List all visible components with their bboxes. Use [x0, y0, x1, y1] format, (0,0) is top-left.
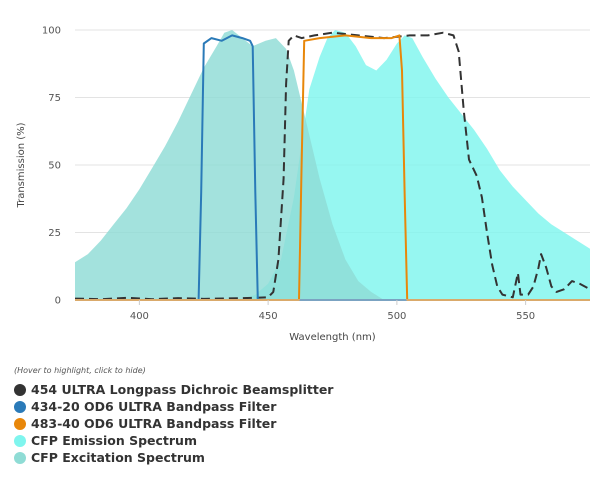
legend: (Hover to highlight, click to hide) 454 …	[14, 366, 333, 466]
legend-items: 454 ULTRA Longpass Dichroic Beamsplitter…	[14, 381, 333, 466]
y-tick-label: 0	[55, 296, 61, 307]
x-tick-label: 450	[259, 311, 278, 322]
legend-swatch	[14, 400, 26, 413]
x-tick-label: 550	[516, 311, 535, 322]
legend-swatch	[14, 383, 26, 396]
legend-item-454-ultra-longpass-dichroic-beamsplitter[interactable]: 454 ULTRA Longpass Dichroic Beamsplitter	[14, 381, 333, 398]
line-434-20-od6-ultra-bandpass-filter[interactable]	[75, 34, 590, 301]
line-483-40-od6-ultra-bandpass-filter[interactable]	[75, 34, 590, 301]
line-series-layer	[74, 31, 591, 301]
y-tick-label: 50	[48, 161, 61, 172]
legend-item-cfp-excitation-spectrum[interactable]: CFP Excitation Spectrum	[14, 449, 333, 466]
legend-swatch	[14, 417, 26, 430]
y-tick-labels: 0 25 50 75 100	[42, 26, 61, 307]
legend-item-483-40-od6-ultra-bandpass-filter[interactable]: 483-40 OD6 ULTRA Bandpass Filter	[14, 415, 333, 432]
line-454-ultra-longpass-dichroic-beamsplitter[interactable]	[74, 31, 591, 301]
y-tick-label: 75	[48, 93, 61, 104]
y-tick-label: 100	[42, 26, 61, 37]
x-axis-title: Wavelength (nm)	[289, 332, 375, 343]
legend-label: 434-20 OD6 ULTRA Bandpass Filter	[31, 399, 277, 414]
legend-label: CFP Emission Spectrum	[31, 433, 197, 448]
x-tick-labels: 400 450 500 550	[130, 300, 535, 322]
legend-label: 483-40 OD6 ULTRA Bandpass Filter	[31, 416, 277, 431]
legend-item-434-20-od6-ultra-bandpass-filter[interactable]: 434-20 OD6 ULTRA Bandpass Filter	[14, 398, 333, 415]
x-tick-label: 400	[130, 311, 149, 322]
area-cfp-excitation-spectrum[interactable]	[75, 30, 384, 300]
legend-swatch	[14, 434, 26, 447]
legend-label: 454 ULTRA Longpass Dichroic Beamsplitter	[31, 382, 334, 397]
legend-item-cfp-emission-spectrum[interactable]: CFP Emission Spectrum	[14, 432, 333, 449]
legend-label: CFP Excitation Spectrum	[31, 450, 205, 465]
y-tick-label: 25	[48, 228, 61, 239]
legend-hint: (Hover to highlight, click to hide)	[14, 366, 146, 375]
x-tick-label: 500	[387, 311, 406, 322]
area-series-layer	[75, 30, 590, 300]
legend-swatch	[14, 451, 26, 464]
y-axis-title: Transmission (%)	[16, 122, 27, 208]
